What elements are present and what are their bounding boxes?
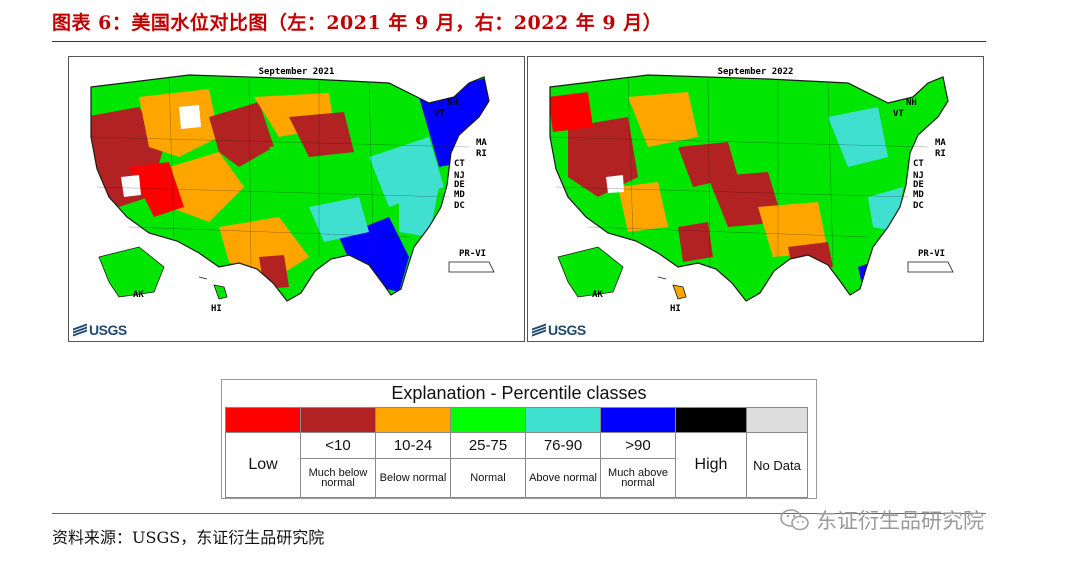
label-ak: AK xyxy=(133,290,144,300)
legend-swatch-low xyxy=(225,407,301,433)
label-nj: NJ xyxy=(454,171,465,181)
legend-swatch-high xyxy=(675,407,747,433)
label-dc: DC xyxy=(913,201,924,211)
legend-label-gt90: >90 xyxy=(600,432,676,459)
usgs-logo: USGS xyxy=(532,322,586,338)
legend-swatch-lt10 xyxy=(300,407,376,433)
legend-label-10-24: 10-24 xyxy=(375,432,451,459)
label-nh: NH xyxy=(906,98,917,108)
label-ri: RI xyxy=(935,149,946,159)
label-ma: MA xyxy=(476,138,487,148)
us-map-2022 xyxy=(549,74,954,302)
legend-desc-normal: Normal xyxy=(450,458,526,498)
map-panel-2022: September 2022 NH VT MA RI CT NJ DE MD D… xyxy=(527,56,984,342)
legend-label-low: Low xyxy=(225,432,301,498)
usgs-wave-icon xyxy=(73,323,87,337)
percentile-legend: Explanation - Percentile classes Low <10… xyxy=(221,379,817,499)
label-vt: VT xyxy=(434,109,445,119)
usgs-logo-text: USGS xyxy=(548,322,586,338)
figure-title: 图表 6：美国水位对比图（左：2021 年 9 月，右：2022 年 9 月） xyxy=(52,12,663,34)
legend-swatch-10-24 xyxy=(375,407,451,433)
source-note: 资料来源：USGS，东证衍生品研究院 xyxy=(52,528,325,547)
label-md: MD xyxy=(913,190,924,200)
legend-table: Low <10 10-24 25-75 76-90 >90 High No Da… xyxy=(225,407,808,498)
label-ct: CT xyxy=(913,159,924,169)
legend-swatch-gt90 xyxy=(600,407,676,433)
legend-swatch-76-90 xyxy=(525,407,601,433)
legend-desc-much-below: Much below normal xyxy=(300,458,376,498)
us-map-2021 xyxy=(90,74,495,302)
label-ri: RI xyxy=(476,149,487,159)
legend-label-76-90: 76-90 xyxy=(525,432,601,459)
label-md: MD xyxy=(454,190,465,200)
map-caption: September 2021 xyxy=(258,67,335,77)
legend-label-no-data: No Data xyxy=(746,432,808,498)
usgs-wave-icon xyxy=(532,323,546,337)
map-caption: September 2022 xyxy=(717,67,794,77)
label-nj: NJ xyxy=(913,171,924,181)
label-ma: MA xyxy=(935,138,946,148)
source-rule xyxy=(52,513,986,514)
label-ak: AK xyxy=(592,290,603,300)
map-panel-2021: September 2021 NH VT MA RI CT NJ DE MD D… xyxy=(68,56,525,342)
legend-desc-below: Below normal xyxy=(375,458,451,498)
legend-label-lt10: <10 xyxy=(300,432,376,459)
label-pr-vi: PR-VI xyxy=(918,249,946,259)
legend-swatch-25-75 xyxy=(450,407,526,433)
label-ct: CT xyxy=(454,159,465,169)
usgs-logo: USGS xyxy=(73,322,127,338)
label-dc: DC xyxy=(454,201,465,211)
label-nh: NH xyxy=(447,98,458,108)
watermark-text: 东证衍生品研究院 xyxy=(816,509,984,533)
label-hi: HI xyxy=(670,304,681,314)
wechat-icon xyxy=(780,509,809,531)
legend-label-25-75: 25-75 xyxy=(450,432,526,459)
legend-title: Explanation - Percentile classes xyxy=(391,383,647,403)
label-hi: HI xyxy=(211,304,222,314)
legend-desc-much-above: Much above normal xyxy=(600,458,676,498)
legend-swatch-no-data xyxy=(746,407,808,433)
label-pr-vi: PR-VI xyxy=(459,249,487,259)
legend-label-high: High xyxy=(675,432,747,498)
watermark: 东证衍生品研究院 xyxy=(780,505,984,535)
legend-desc-above: Above normal xyxy=(525,458,601,498)
label-de: DE xyxy=(913,180,924,190)
title-rule xyxy=(52,41,986,42)
usgs-logo-text: USGS xyxy=(89,322,127,338)
label-vt: VT xyxy=(893,109,904,119)
label-de: DE xyxy=(454,180,465,190)
